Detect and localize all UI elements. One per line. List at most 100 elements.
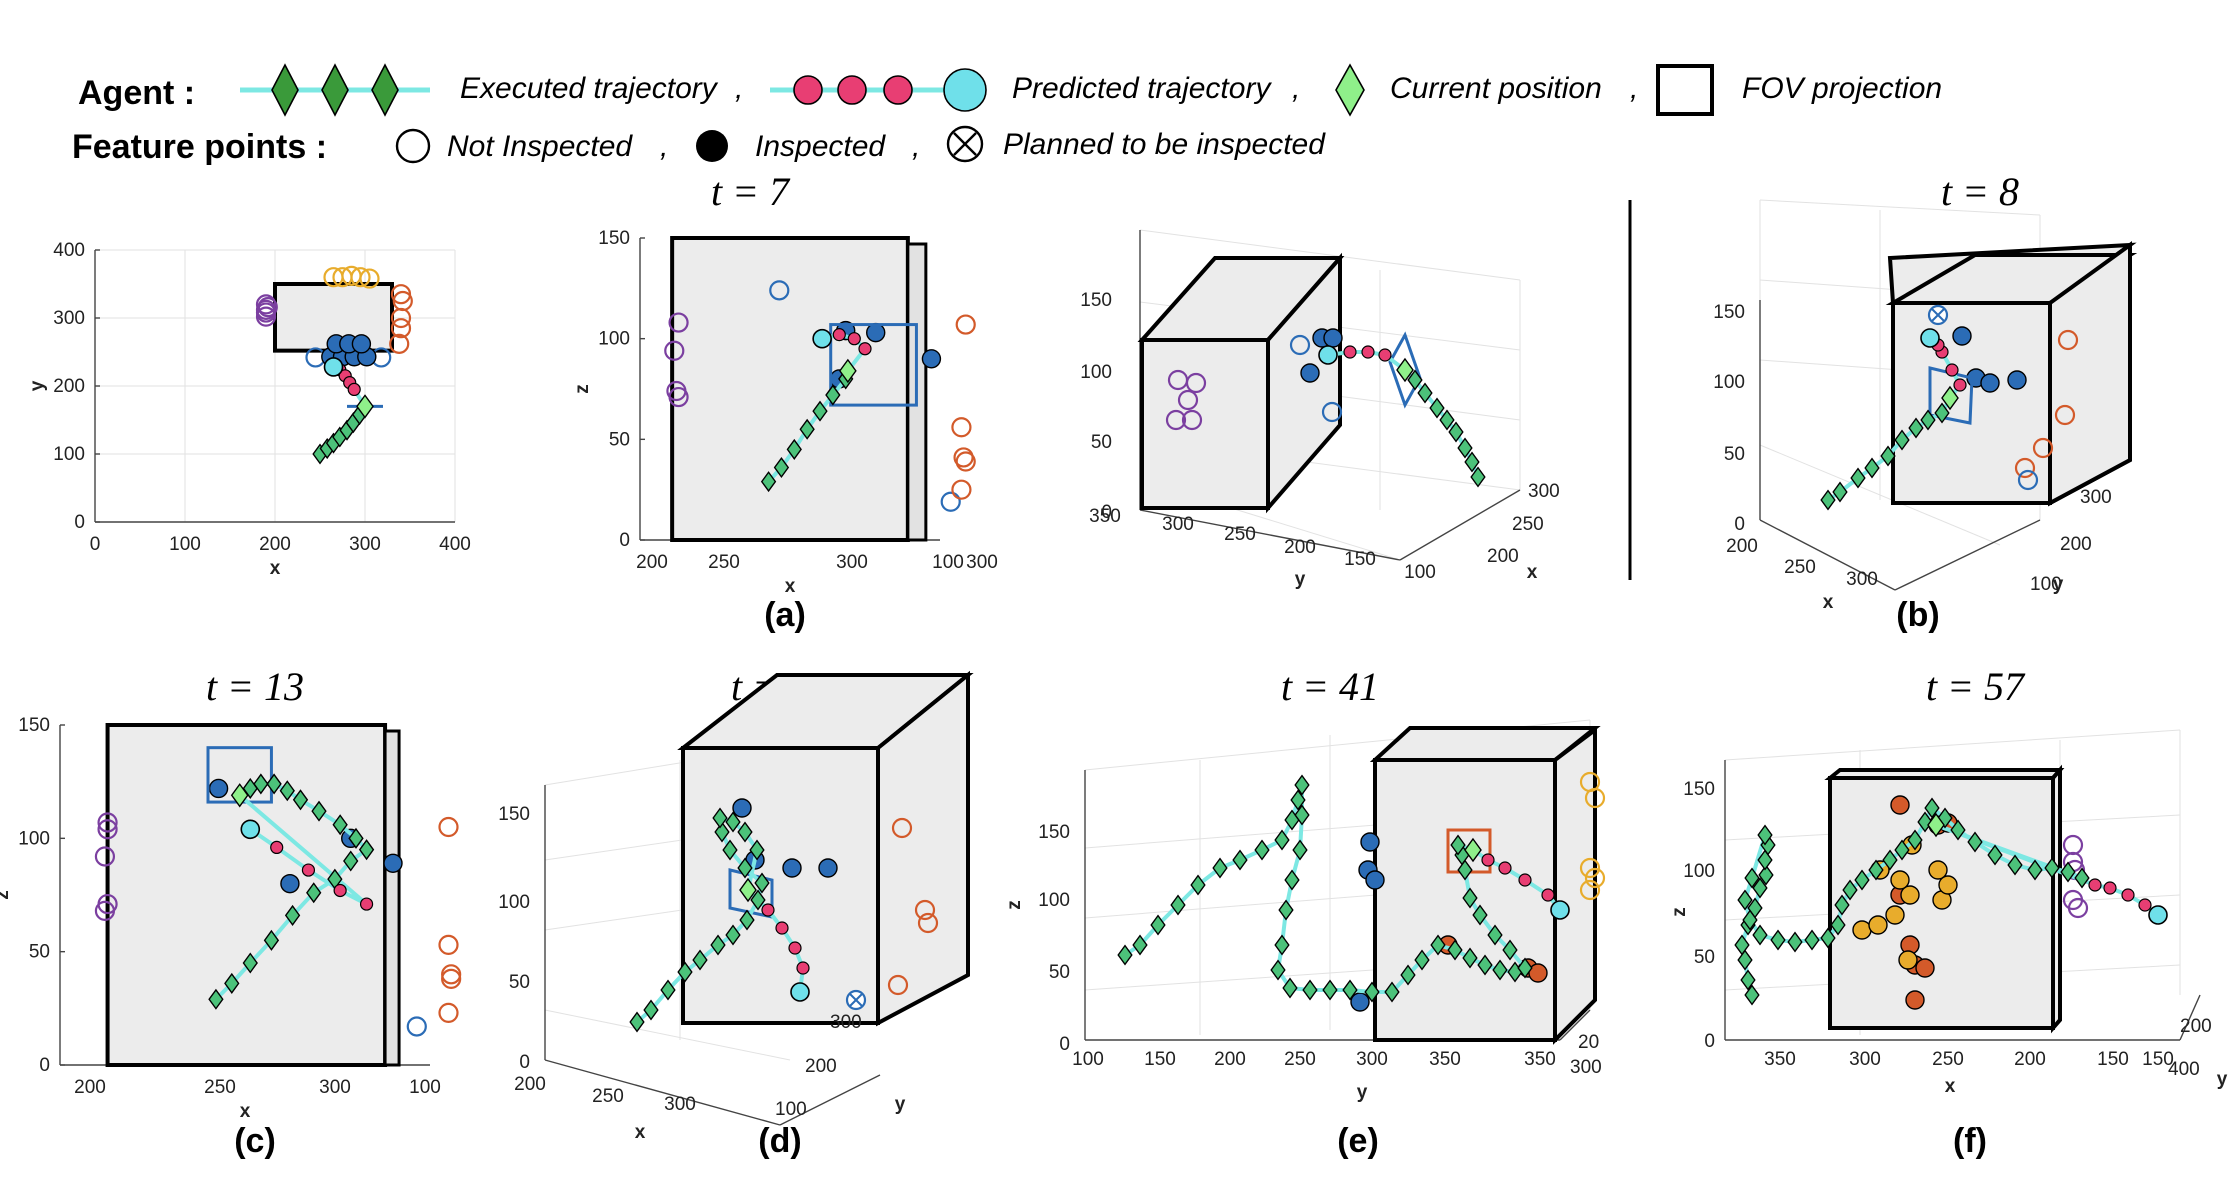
feature-not-inspected	[438, 1002, 459, 1023]
y-tick-label: 50	[29, 942, 50, 963]
tick-label: 100	[775, 1099, 807, 1120]
svg-text:,: ,	[735, 72, 743, 105]
executed-point	[1882, 849, 1898, 871]
feature-inspected	[1915, 958, 1935, 978]
feature-inspected	[1868, 915, 1888, 935]
axis-line	[544, 1059, 781, 1126]
legend-inspected-marker	[696, 130, 728, 162]
svg-text:,: ,	[660, 130, 668, 163]
planned-point	[1927, 304, 1949, 326]
feature-inspected	[1890, 795, 1910, 815]
predicted-end-point	[1550, 900, 1570, 920]
y-axis-label: y	[1357, 1082, 1368, 1103]
tick-label: 400	[2168, 1059, 2200, 1080]
executed-point	[1880, 445, 1896, 467]
tick-label: 350	[1429, 1049, 1461, 1070]
feature-inspected	[1350, 992, 1370, 1012]
executed-point	[1282, 977, 1298, 999]
grid-line	[1139, 229, 1521, 281]
executed-point	[722, 839, 738, 861]
feature-not-inspected	[914, 899, 936, 921]
executed-point	[739, 909, 755, 931]
legend-planned-marker	[946, 125, 984, 163]
executed-point	[750, 889, 766, 911]
tick-label: 300	[1846, 569, 1878, 590]
panel-a-title: t = 7	[711, 169, 791, 214]
y-tick-label: 0	[39, 1055, 50, 1076]
tick-label: 350	[1764, 1049, 1796, 1070]
feature-not-inspected	[887, 974, 909, 996]
executed-point	[773, 456, 790, 479]
feature-inspected	[1360, 832, 1380, 852]
executed-point	[1190, 874, 1206, 896]
feature-not-inspected	[955, 314, 976, 335]
predicted-point	[761, 903, 775, 917]
tick-label: 250	[1784, 557, 1816, 578]
executed-point	[1254, 839, 1270, 861]
y-tick-label: 100	[598, 329, 630, 350]
legend-not-inspected-marker	[395, 128, 431, 164]
current-position	[356, 394, 374, 419]
predicted-end-point	[323, 357, 344, 377]
executed-point	[1934, 402, 1950, 424]
legend-inspected-text: Inspected	[755, 130, 886, 163]
executed-point	[1274, 829, 1290, 851]
tick-label: 200	[1214, 1049, 1246, 1070]
executed-point	[1430, 934, 1446, 956]
panel-a-3d-view: 0 50 100 150 350 300 250 200 150 100 200 250 300 y x	[1080, 229, 1560, 590]
y-tick-label: 100	[53, 444, 85, 465]
panel-b-3d-view: t = 8 0 50 100 150 200 250 300 100 200 300 x y	[1713, 169, 2138, 613]
z-axis-label: z	[1004, 900, 1025, 910]
feature-not-inspected	[1584, 787, 1606, 809]
predicted-point	[333, 883, 347, 898]
y-axis-label: z	[572, 384, 593, 394]
executed-point	[1448, 421, 1464, 443]
x-axis-label: x	[1823, 592, 1834, 613]
executed-point	[799, 418, 815, 440]
executed-point	[1894, 839, 1910, 861]
executed-point	[1830, 914, 1846, 936]
executed-point	[1302, 979, 1318, 1001]
predicted-point	[2103, 881, 2117, 895]
feature-inspected	[1898, 950, 1918, 970]
feature-not-inspected	[94, 900, 116, 921]
executed-point	[1232, 849, 1248, 871]
executed-point	[1384, 981, 1400, 1003]
predicted-point	[1378, 348, 1392, 362]
executed-point	[1274, 934, 1290, 956]
feature-not-inspected	[668, 312, 689, 333]
executed-point	[2027, 859, 2043, 881]
executed-point	[348, 827, 364, 849]
tick-label: 150	[2142, 1049, 2174, 1070]
legend-executed-markers	[271, 63, 399, 117]
panel-label-a: (a)	[764, 596, 806, 634]
feature-not-inspected	[917, 912, 939, 934]
feature-inspected	[208, 778, 229, 799]
executed-point	[1492, 959, 1508, 981]
legend-agent-label: Agent :	[78, 74, 195, 112]
planned-point-cross	[1931, 308, 1945, 322]
executed-point	[1854, 869, 1870, 891]
executed-point	[2060, 861, 2076, 883]
legend-predicted-text: Predicted trajectory	[1012, 72, 1272, 105]
feature-not-inspected	[97, 812, 118, 833]
feature-not-inspected	[668, 386, 689, 408]
x-tick-label: 300	[319, 1077, 351, 1098]
executed-point	[1429, 397, 1445, 419]
panel-c-xz-view: t = 13 200 250 300 100 0 50 100 150 x z	[0, 664, 462, 1122]
y-tick-label: 0	[619, 530, 630, 551]
executed-point	[1477, 954, 1493, 976]
panel-label-d: (d)	[758, 1122, 801, 1160]
panel-c-title: t = 13	[206, 664, 304, 709]
tick-label: 0	[1101, 502, 1112, 523]
feature-not-inspected	[438, 816, 459, 838]
executed-point	[1502, 939, 1518, 961]
executed-point	[1132, 934, 1148, 956]
executed-point	[1290, 789, 1306, 811]
executed-point	[737, 821, 753, 843]
tick-label: 0	[1734, 514, 1745, 535]
feature-inspected	[866, 322, 886, 343]
x-tick-label: 200	[259, 534, 291, 555]
feature-not-inspected	[1289, 334, 1311, 356]
tick-label: 200	[1284, 537, 1316, 558]
